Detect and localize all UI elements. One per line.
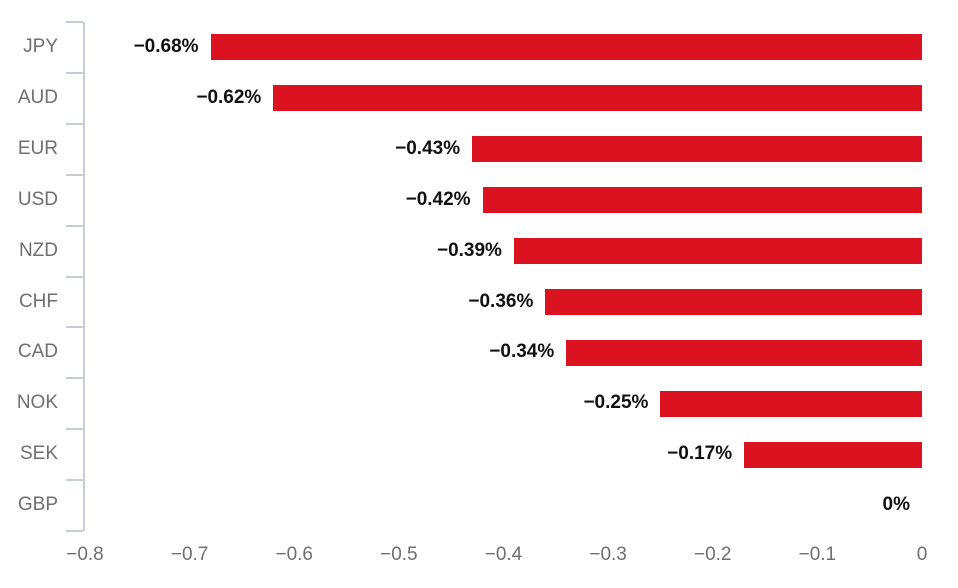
plot-area: −0.68% −0.62% −0.43% −0.42% −0.39% −0.36% −0.3…: [66, 21, 922, 532]
x-axis: −0.8 −0.7 −0.6 −0.5 −0.4 −0.3 −0.2 −0.1 0: [66, 544, 927, 574]
data-label-nok: −0.25%: [583, 392, 649, 414]
y-axis-line: [83, 22, 85, 531]
y-axis-tick: [66, 21, 83, 23]
bar-nzd: [513, 238, 922, 265]
data-label-jpy: −0.68%: [133, 36, 199, 57]
y-axis-tick: [66, 275, 83, 278]
y-axis-label-aud: AUD: [17, 86, 58, 108]
y-axis-label-chf: CHF: [18, 290, 58, 312]
data-label-usd: −0.42%: [405, 188, 471, 210]
y-axis-tick: [66, 71, 83, 74]
x-axis-label-7: −0.2: [693, 544, 732, 565]
x-axis-label-5: −0.4: [484, 544, 523, 565]
y-axis-tick: [66, 479, 83, 482]
data-label-nzd: −0.39%: [436, 239, 502, 261]
data-label-sek: −0.17%: [667, 443, 733, 465]
bar-aud: [273, 85, 922, 112]
bar-chf: [545, 288, 922, 315]
x-axis-label-8: −0.1: [798, 544, 837, 565]
data-label-chf: −0.36%: [468, 290, 534, 312]
bar-sek: [744, 441, 922, 468]
y-axis-label-usd: USD: [17, 188, 58, 210]
bar-eur: [472, 136, 922, 163]
y-axis-label-cad: CAD: [17, 341, 58, 363]
y-axis-tick: [66, 530, 83, 532]
data-label-cad: −0.34%: [489, 341, 555, 363]
x-axis-label-9: 0: [916, 544, 928, 565]
y-axis-label-jpy: JPY: [23, 36, 58, 57]
y-axis-tick: [66, 326, 83, 329]
y-axis-label-gbp: GBP: [17, 494, 58, 516]
bar-jpy: [210, 34, 922, 61]
x-axis-label-2: −0.7: [170, 544, 209, 565]
y-axis-label-nzd: NZD: [18, 239, 58, 261]
y-axis-tick: [66, 122, 83, 125]
x-axis-label-3: −0.6: [275, 544, 314, 565]
y-axis-label-sek: SEK: [19, 443, 58, 465]
x-axis-label-4: −0.5: [380, 544, 418, 565]
bar-usd: [482, 187, 922, 214]
bar-nok: [660, 390, 922, 417]
y-axis-label-eur: EUR: [17, 137, 58, 159]
y-axis-tick: [66, 377, 83, 380]
y-axis-tick: [66, 224, 83, 227]
data-label-aud: −0.62%: [196, 86, 262, 108]
x-axis-label-6: −0.3: [589, 544, 627, 565]
bar-cad: [566, 339, 922, 366]
y-axis-tick: [66, 428, 83, 431]
x-axis-label-1: −0.8: [66, 544, 104, 565]
y-axis-tick: [66, 173, 83, 176]
data-label-gbp: 0%: [882, 494, 910, 516]
y-axis-label-nok: NOK: [16, 392, 58, 414]
data-label-eur: −0.43%: [395, 137, 461, 159]
